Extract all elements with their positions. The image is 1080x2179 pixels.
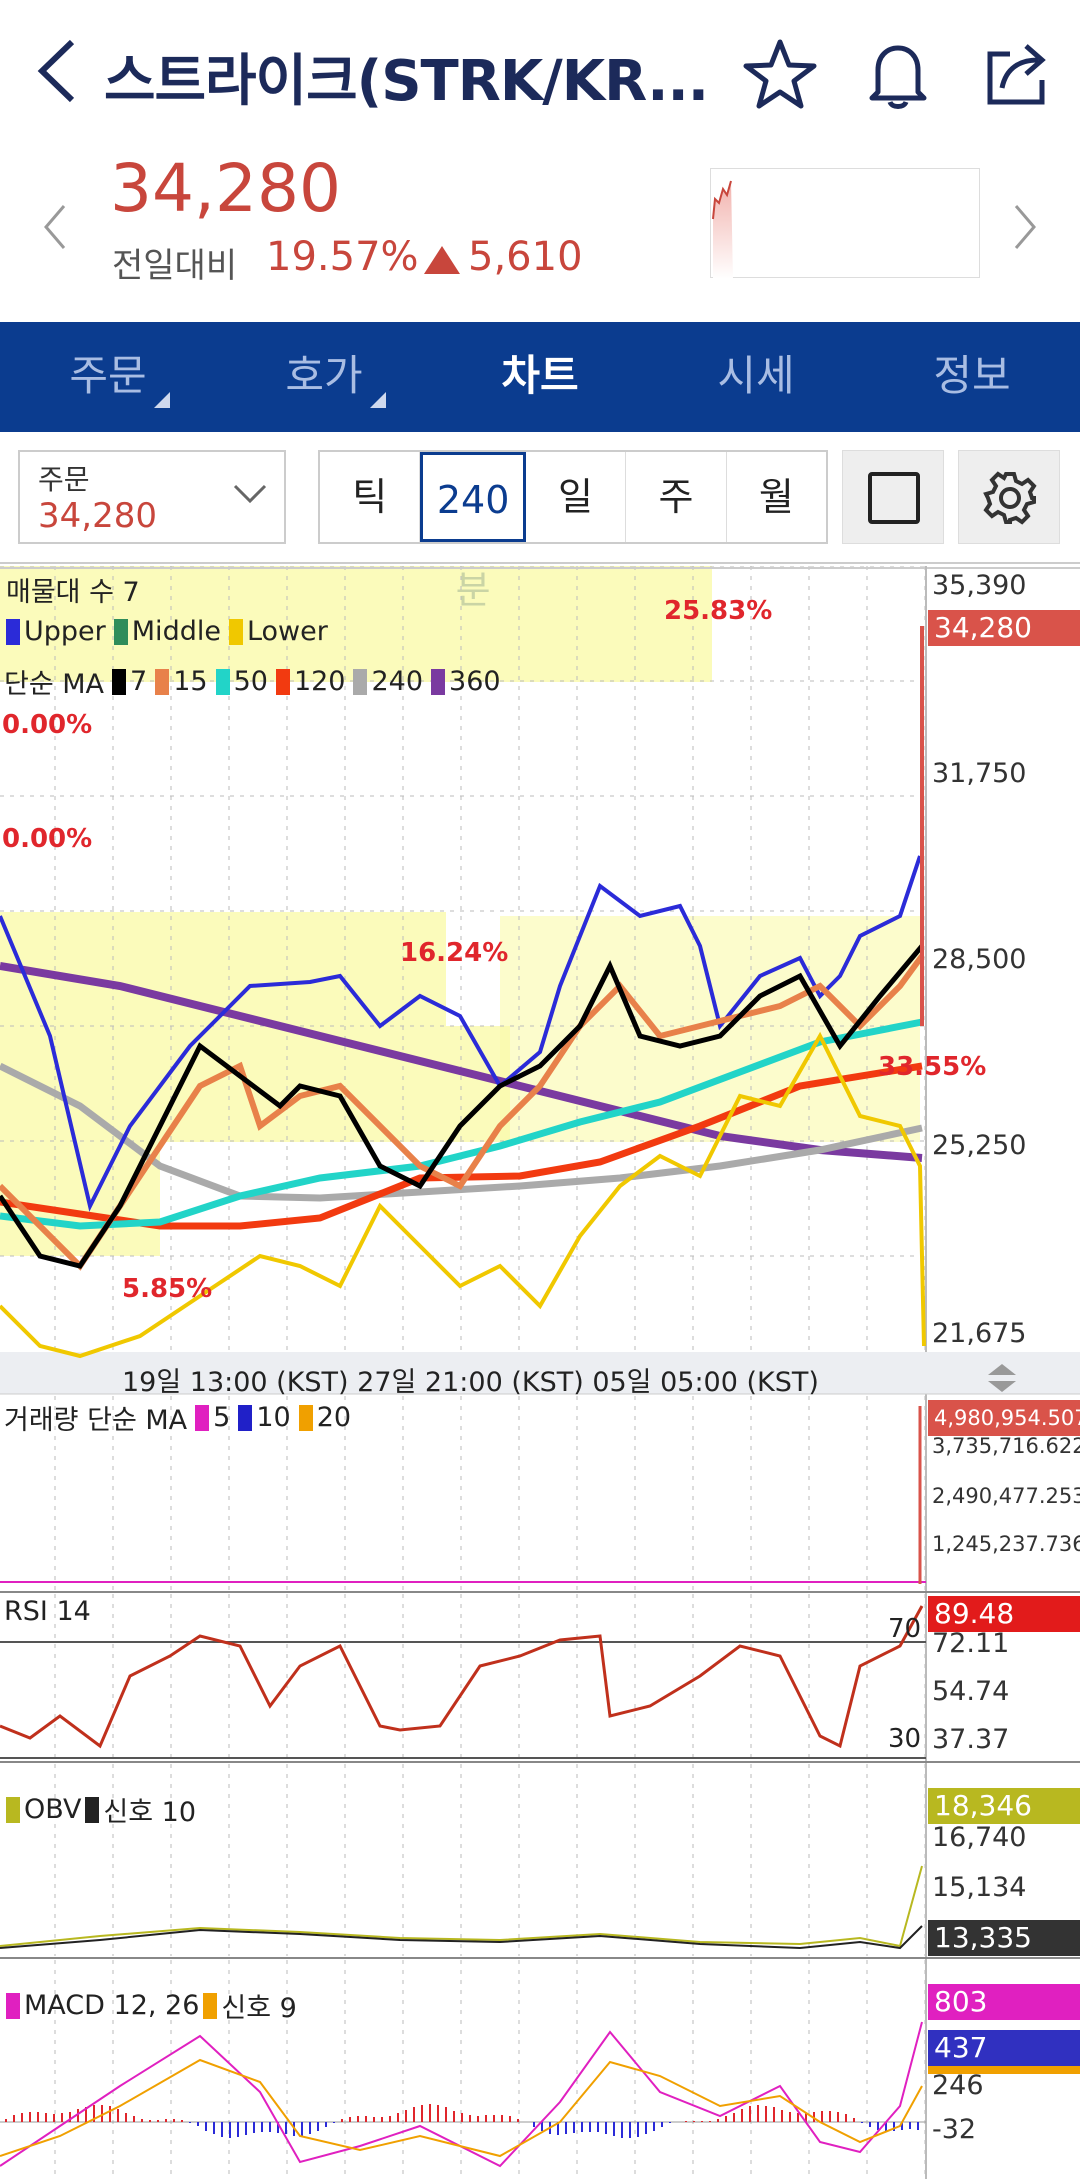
order-dropdown-value: 34,280: [38, 496, 157, 536]
tab-quotes[interactable]: 시세: [648, 322, 864, 432]
volume-tick-2: 2,490,477.253: [932, 1484, 1080, 1508]
bell-icon[interactable]: [860, 36, 936, 112]
order-dropdown[interactable]: 주문 34,280: [18, 450, 286, 544]
profile-pct-3: 0.00%: [2, 824, 92, 854]
price-summary: 34,280 전일대비 19.57% 5,610: [0, 150, 1080, 320]
square-icon[interactable]: [842, 450, 944, 544]
volume-legend: 거래량 단순 MA 5 10 20: [4, 1398, 351, 1437]
period-selector: 틱 240분 일 주 월: [318, 450, 828, 544]
period-month[interactable]: 월: [727, 452, 826, 542]
rsi-tick-1: 72.11: [932, 1628, 1009, 1659]
x-axis-labels: 19일 13:00 (KST) 27일 21:00 (KST) 05일 05:0…: [122, 1360, 819, 1399]
y-tick-1: 35,390: [932, 570, 1026, 601]
chart-toolbar: 주문 34,280 틱 240분 일 주 월: [0, 432, 1080, 564]
chart-area[interactable]: 매물대 수 7 Upper Middle Lower 단순 MA 7 15 50…: [0, 566, 1080, 2179]
bollinger-legend: Upper Middle Lower: [4, 616, 328, 647]
order-dropdown-label: 주문: [38, 458, 90, 498]
tab-chart[interactable]: 차트: [432, 322, 648, 432]
profile-pct-1: 25.83%: [664, 596, 772, 626]
mini-chart[interactable]: [710, 168, 980, 278]
y-tick-2: 31,750: [932, 758, 1026, 789]
prev-stock-icon[interactable]: [40, 202, 70, 256]
period-tick[interactable]: 틱: [320, 452, 420, 542]
change-percent: 19.57%: [266, 234, 419, 280]
up-triangle-icon: [424, 246, 460, 274]
obv-signal-tag: 13,335: [928, 1920, 1080, 1956]
obv-tick-1: 16,740: [932, 1822, 1026, 1853]
y-tick-4: 25,250: [932, 1130, 1026, 1161]
macd-current-tag: 803: [928, 1984, 1080, 2020]
profile-pct-5: 33.55%: [878, 1052, 986, 1082]
current-price: 34,280: [110, 150, 341, 227]
profile-pct-6: 5.85%: [122, 1274, 212, 1304]
next-stock-icon[interactable]: [1010, 202, 1040, 256]
y-tick-5: 21,675: [932, 1318, 1026, 1349]
volume-tick-3: 1,245,237.736: [932, 1532, 1080, 1556]
volume-current-tag: 4,980,954.507: [928, 1400, 1080, 1436]
tab-info[interactable]: 정보: [864, 322, 1080, 432]
rsi-level-30: 30: [888, 1724, 921, 1754]
header: 스트라이크(STRK/KR...: [0, 0, 1080, 150]
volume-profile-bar: [0, 1026, 510, 1142]
current-price-tag: 34,280: [928, 610, 1080, 646]
period-240min[interactable]: 240분: [420, 452, 525, 542]
page-title: 스트라이크(STRK/KR...: [104, 36, 708, 117]
ma-legend: 단순 MA 7 15 50 120 240 360: [4, 662, 501, 701]
chevron-down-icon: [232, 482, 268, 510]
rsi-tick-2: 54.74: [932, 1676, 1009, 1707]
rsi-tick-3: 37.37: [932, 1724, 1009, 1755]
star-icon[interactable]: [742, 36, 818, 112]
obv-tick-2: 15,134: [932, 1872, 1026, 1903]
main-tabs: 주문 호가 차트 시세 정보: [0, 322, 1080, 432]
volume-tick-1: 3,735,716.622: [932, 1434, 1080, 1458]
period-day[interactable]: 일: [526, 452, 626, 542]
macd-tick-1: 246: [932, 2070, 984, 2101]
macd-tick-2: -32: [932, 2114, 976, 2145]
volume-profile-legend: 매물대 수 7: [6, 570, 140, 609]
change-label: 전일대비: [112, 238, 237, 287]
macd-legend: MACD 12, 26 신호 9: [4, 1986, 297, 2025]
profile-pct-4: 16.24%: [400, 938, 508, 968]
rsi-current-tag: 89.48: [928, 1596, 1080, 1632]
profile-pct-2: 0.00%: [2, 710, 92, 740]
change-value: 5,610: [468, 234, 583, 280]
y-tick-3: 28,500: [932, 944, 1026, 975]
back-icon[interactable]: [30, 36, 90, 106]
macd-signal-tag: 437: [928, 2030, 1080, 2074]
tab-orderbook[interactable]: 호가: [216, 322, 432, 432]
share-icon[interactable]: [980, 36, 1056, 112]
obv-legend: OBV 신호 10: [4, 1790, 196, 1829]
tab-order[interactable]: 주문: [0, 322, 216, 432]
rsi-legend: RSI 14: [4, 1596, 91, 1627]
gear-icon[interactable]: [958, 450, 1060, 544]
obv-current-tag: 18,346: [928, 1788, 1080, 1824]
period-week[interactable]: 주: [626, 452, 726, 542]
rsi-level-70: 70: [888, 1614, 921, 1644]
